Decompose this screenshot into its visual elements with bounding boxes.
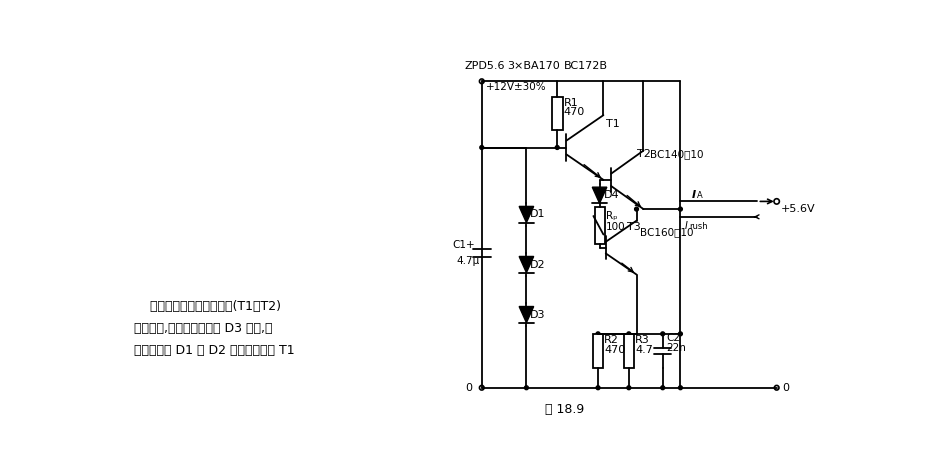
Text: 该电路采用达林顿晶体管(T1、T2): 该电路采用达林顿晶体管(T1、T2): [133, 300, 280, 313]
Text: 22n: 22n: [666, 343, 686, 353]
Text: I: I: [692, 190, 695, 200]
Polygon shape: [518, 306, 533, 323]
Bar: [552, 97, 562, 130]
Circle shape: [524, 386, 527, 390]
Text: R1: R1: [563, 98, 578, 108]
Polygon shape: [518, 256, 533, 273]
Text: +12V±30%: +12V±30%: [485, 83, 546, 93]
Text: D1: D1: [529, 210, 545, 219]
Text: D3: D3: [529, 310, 545, 320]
Text: T2: T2: [637, 150, 651, 160]
Text: 470: 470: [603, 345, 625, 355]
Text: A: A: [696, 191, 703, 200]
Text: D4: D4: [603, 190, 618, 200]
Circle shape: [660, 386, 664, 390]
Circle shape: [678, 207, 681, 211]
Text: BC160－10: BC160－10: [640, 227, 693, 237]
Text: R2: R2: [603, 335, 618, 345]
Text: rush: rush: [689, 221, 707, 230]
Text: 作功率管,其基极由稳压管 D3 稳压,串: 作功率管,其基极由稳压管 D3 稳压,串: [133, 322, 272, 335]
Text: 4.7μ: 4.7μ: [456, 256, 479, 267]
Circle shape: [554, 145, 559, 150]
Circle shape: [660, 332, 664, 336]
Text: BC140－10: BC140－10: [649, 150, 703, 160]
Text: 接的二极管 D1 和 D2 主要用于补偿 T1: 接的二极管 D1 和 D2 主要用于补偿 T1: [133, 344, 294, 356]
Text: 0: 0: [781, 383, 788, 393]
Polygon shape: [518, 206, 533, 223]
Text: T3: T3: [627, 222, 641, 232]
Text: C2: C2: [666, 333, 679, 343]
Circle shape: [678, 332, 681, 336]
Text: T1: T1: [605, 119, 619, 129]
Text: ZPD5.6: ZPD5.6: [464, 61, 505, 71]
Text: +5.6V: +5.6V: [780, 204, 814, 214]
Text: BC172B: BC172B: [563, 61, 607, 71]
Text: Rₚ: Rₚ: [605, 211, 616, 221]
Bar: [592, 334, 603, 369]
Circle shape: [479, 145, 483, 150]
Text: 4.7: 4.7: [634, 345, 653, 355]
Text: I: I: [683, 221, 686, 231]
Circle shape: [595, 386, 600, 390]
Text: 470: 470: [563, 107, 584, 117]
Text: 图 18.9: 图 18.9: [545, 403, 584, 416]
Text: R3: R3: [634, 335, 649, 345]
Text: 100: 100: [605, 222, 625, 232]
Polygon shape: [591, 187, 606, 203]
Text: D2: D2: [529, 260, 545, 270]
Circle shape: [634, 207, 638, 211]
Text: C1+: C1+: [452, 240, 475, 250]
Bar: [623, 334, 633, 369]
Bar: [594, 207, 603, 244]
Circle shape: [627, 332, 630, 336]
Text: 3×BA170: 3×BA170: [507, 61, 559, 71]
Circle shape: [595, 332, 600, 336]
Circle shape: [627, 386, 630, 390]
Text: 0: 0: [465, 383, 472, 393]
Circle shape: [678, 386, 681, 390]
